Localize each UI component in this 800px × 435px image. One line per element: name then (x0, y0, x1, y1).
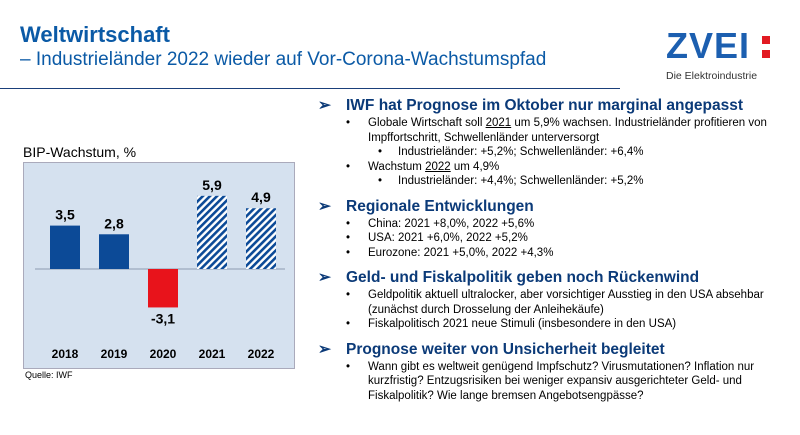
value-label-2018: 3,5 (55, 207, 75, 223)
bullet-item: • Geldpolitik aktuell ultralocker, aber v… (318, 288, 788, 317)
bullet-underlined-year: 2021 (485, 117, 512, 129)
section-gap (318, 189, 788, 197)
section-heading: ➢ IWF hat Prognose im Oktober nur margina… (318, 96, 788, 116)
chart-title: BIP-Wachstum, % (23, 144, 137, 160)
bullet-text: Wachstum (368, 160, 426, 173)
bullet-text: Eurozone: 2021 +5,0%, 2022 +4,3% (368, 246, 554, 259)
bar-2022 (246, 208, 276, 269)
logo-tagline: Die Elektroindustrie (666, 70, 758, 82)
bullet-text: Geldpolitik aktuell ultralocker, aber vo… (368, 289, 764, 316)
x-tick-2019: 2019 (101, 347, 128, 361)
page-subtitle: – Industrieländer 2022 wieder auf Vor-Co… (20, 49, 547, 70)
bullet-text: um 4,9% (450, 160, 500, 173)
logo-wordmark: ZVEI (666, 25, 751, 66)
section-heading: ➢ Regionale Entwicklungen (318, 197, 788, 217)
bullet-dot-icon: • (346, 318, 351, 330)
section-heading-text: Prognose weiter von Unsicherheit begleit… (346, 340, 665, 358)
value-label-2020: -3,1 (151, 310, 175, 326)
bar-2020 (148, 269, 178, 308)
bullet-underlined-year: 2022 (425, 160, 451, 173)
bullet-dot-icon: • (346, 246, 351, 259)
bullet-content: ➢ IWF hat Prognose im Oktober nur margina… (318, 96, 788, 403)
bullet-item: • Globale Wirtschaft soll 2021 um 5,9% wa… (318, 116, 788, 145)
section-gap (318, 260, 788, 268)
value-label-2021: 5,9 (202, 177, 222, 193)
arrow-bullet-icon: ➢ (318, 340, 331, 358)
bullet-dot-icon: • (346, 117, 351, 129)
value-label-2019: 2,8 (104, 215, 124, 231)
bullet-text: Wann gibt es weltweit genügend Impfschut… (368, 360, 755, 402)
value-label-2022: 4,9 (251, 189, 271, 205)
bullet-text: Fiskalpolitisch 2021 neue Stimuli (insbe… (368, 318, 677, 330)
bar-2019 (99, 234, 129, 269)
bullet-item: • Eurozone: 2021 +5,0%, 2022 +4,3% (318, 246, 788, 261)
section-heading-text: Regionale Entwicklungen (346, 197, 534, 215)
section-heading-text: Geld- und Fiskalpolitik geben noch Rücke… (346, 269, 700, 286)
bullet-item: • USA: 2021 +6,0%, 2022 +5,2% (318, 231, 788, 246)
sub-bullet-item: • Industrieländer: +4,4%; Schwellenländer… (318, 174, 788, 189)
arrow-bullet-icon: ➢ (318, 97, 331, 114)
bar-chart: 3,5 2018 2,8 2019 -3,1 2020 5,9 2021 4,9 2022 (35, 177, 285, 361)
x-tick-2020: 2020 (150, 347, 177, 361)
bullet-dot-icon: • (346, 232, 351, 244)
zvei-logo: ZVEI Die Elektroindustrie (666, 26, 786, 86)
bar-2021 (197, 195, 227, 269)
sub-bullet-text: Industrieländer: +5,2%; Schwellenländer:… (398, 146, 644, 158)
bullet-item: • China: 2021 +8,0%, 2022 +5,6% (318, 217, 788, 232)
bullet-dot-icon: • (346, 289, 351, 301)
title-block: Weltwirtschaft – Industrieländer 2022 wi… (20, 22, 546, 72)
section-heading: ➢ Geld- und Fiskalpolitik geben noch Rück… (318, 268, 788, 288)
page-title: Weltwirtschaft (20, 22, 170, 47)
bullet-dot-icon: • (378, 175, 383, 187)
bullet-dot-icon: • (346, 217, 351, 230)
section-gap (318, 332, 788, 340)
section-heading-text: IWF hat Prognose im Oktober nur marginal… (346, 97, 744, 114)
arrow-bullet-icon: ➢ (318, 269, 331, 286)
chart-source: Quelle: IWF (25, 370, 73, 380)
sub-bullet-text: Industrieländer: +4,4%; Schwellenländer:… (398, 175, 644, 187)
bullet-dot-icon: • (378, 146, 383, 158)
x-tick-2022: 2022 (248, 347, 275, 361)
bullet-text: um 5,9% wachsen. Industrieländer profiti… (368, 117, 767, 144)
bullet-item: • Wann gibt es weltweit genügend Impfschu… (318, 360, 788, 404)
arrow-bullet-icon: ➢ (318, 197, 331, 215)
bullet-text: USA: 2021 +6,0%, 2022 +5,2% (368, 232, 528, 244)
bullet-item: • Wachstum 2022 um 4,9% (318, 160, 788, 175)
section-heading: ➢ Prognose weiter von Unsicherheit beglei… (318, 340, 788, 360)
logo-colon-icon (762, 36, 770, 60)
bullet-dot-icon: • (346, 360, 351, 373)
sub-bullet-item: • Industrieländer: +5,2%; Schwellenländer… (318, 145, 788, 160)
bullet-text: Globale Wirtschaft soll (368, 117, 486, 129)
header-divider (0, 88, 620, 89)
bullet-item: • Fiskalpolitisch 2021 neue Stimuli (insb… (318, 317, 788, 332)
x-tick-2021: 2021 (199, 347, 226, 361)
bullet-text: China: 2021 +8,0%, 2022 +5,6% (368, 217, 535, 230)
x-tick-2018: 2018 (52, 347, 79, 361)
bullet-dot-icon: • (346, 160, 351, 173)
bar-2018 (50, 225, 80, 269)
